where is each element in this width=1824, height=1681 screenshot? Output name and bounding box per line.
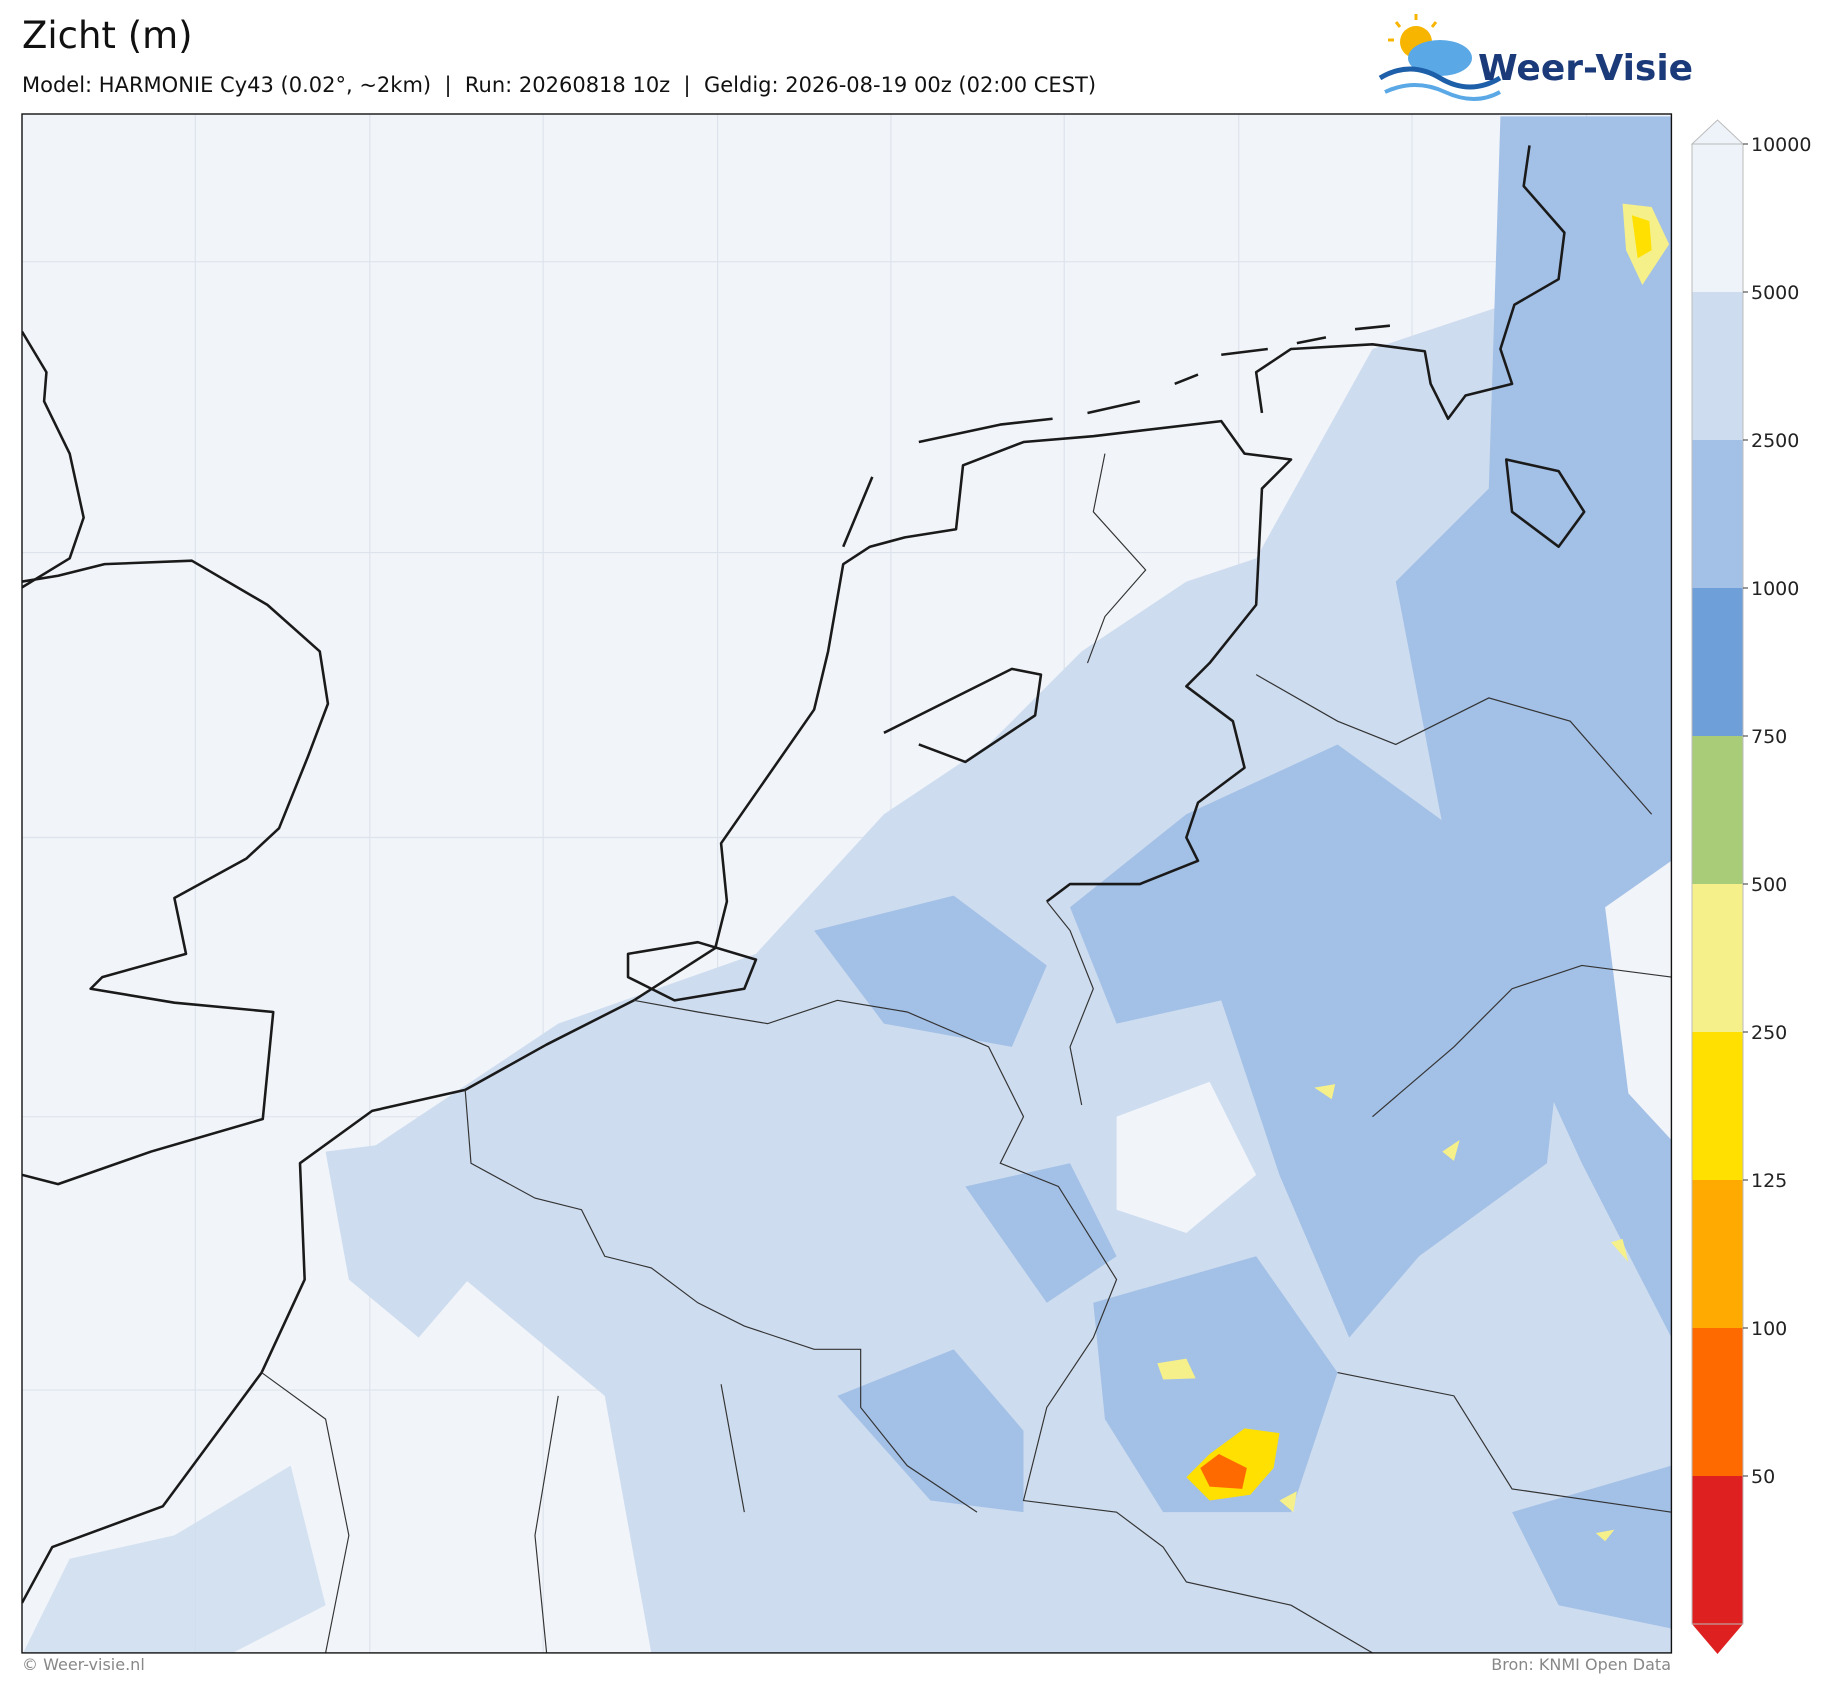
map-shape: [1378, 66, 1502, 90]
colorbar-tick-label: 50: [1751, 1466, 1775, 1488]
map-shape: [883, 667, 1043, 764]
map-shape: [1595, 1529, 1615, 1542]
map-shape: [22, 559, 330, 1186]
map-shape: [1394, 21, 1402, 28]
map-shape: [1200, 1454, 1247, 1489]
footer-source: Bron: KNMI Open Data: [1491, 1655, 1671, 1674]
colorbar-band: [1692, 1476, 1743, 1624]
map-shape: [1254, 145, 1566, 421]
visibility-field: [23, 116, 1672, 1653]
map-shape: [1605, 860, 1672, 1140]
borders: [261, 453, 1672, 1653]
map-shape: [22, 419, 1293, 1604]
map-shape: [1070, 744, 1571, 1338]
map-shape: [1314, 1084, 1336, 1100]
map-shape: [1395, 116, 1672, 1338]
map-shape: [1116, 1081, 1257, 1233]
colorbar-extend-top: [1690, 119, 1745, 145]
colorbar-tick-label: 500: [1751, 874, 1787, 896]
map-shape: [633, 999, 1373, 1653]
logo: Weer-Visie: [1378, 14, 1693, 101]
map-shape: [1388, 14, 1438, 42]
map-shape: [1631, 215, 1652, 259]
map-shape: [1430, 21, 1438, 28]
colorbar-tick-label: 1000: [1751, 578, 1799, 600]
colorbar-band: [1692, 1180, 1743, 1328]
colorbar-tick-label: 125: [1751, 1170, 1787, 1192]
map-shape: [1279, 1491, 1297, 1513]
map-shape: [842, 324, 1391, 548]
colorbar-band: [1692, 736, 1743, 884]
map-shape: [22, 114, 1672, 1653]
colorbar-tick-label: 5000: [1751, 282, 1799, 304]
colorbar: 10000 5000 2500 1000 750 500 250 125 100 50: [1690, 119, 1811, 1654]
colorbar-tick-label: 100: [1751, 1318, 1787, 1340]
colorbar-band: [1692, 1328, 1743, 1476]
colorbar-band: [1692, 588, 1743, 736]
map-shape: [1408, 40, 1472, 76]
title: Zicht (m): [22, 14, 193, 57]
coastlines: [22, 145, 1586, 1604]
map-shape: [325, 1139, 489, 1338]
footer-credit: © Weer-visie.nl: [22, 1655, 145, 1674]
colorbar-tick-label: 250: [1751, 1022, 1787, 1044]
logo-text: Weer-Visie: [1478, 48, 1693, 89]
colorbar-tick-label: 10000: [1751, 134, 1811, 156]
map-shape: [837, 1349, 1024, 1513]
colorbar-band: [1692, 440, 1743, 588]
map-shape: [1384, 83, 1501, 101]
map-shape: [1046, 901, 1094, 1106]
map-shape: [1157, 1358, 1196, 1380]
map-shape: [1442, 1139, 1460, 1161]
map-shape: [965, 1163, 1117, 1303]
colorbar-band: [1692, 1032, 1743, 1180]
colorbar-band: [1692, 292, 1743, 440]
map-shape: [261, 453, 1672, 1653]
colorbar-band: [1692, 884, 1743, 1032]
colorbar-extend-bottom: [1692, 1624, 1743, 1654]
map-frame: [21, 113, 1673, 1654]
map-shape: [23, 1465, 326, 1653]
subtitle: Model: HARMONIE Cy43 (0.02°, ~2km) | Run…: [22, 73, 1096, 98]
map-shape: [626, 940, 758, 1002]
map-shape: [22, 330, 85, 589]
colorbar-tick-label: 2500: [1751, 430, 1799, 452]
colorbar-band: [1692, 144, 1743, 292]
map-shape: [814, 895, 1047, 1047]
map-shape: [1504, 458, 1586, 548]
colorbar-tick-label: 750: [1751, 726, 1787, 748]
map: [21, 113, 1673, 1654]
map-shape: [464, 1089, 978, 1513]
